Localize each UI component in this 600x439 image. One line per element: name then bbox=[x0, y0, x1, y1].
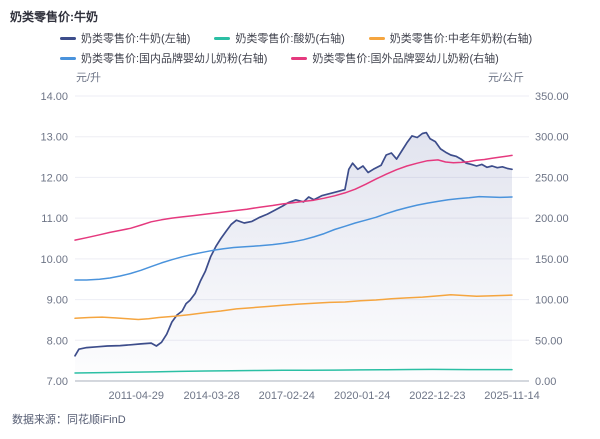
right-axis-tick-label: 0.00 bbox=[535, 376, 556, 388]
legend-item-label: 奶类零售价:国外品牌婴幼儿奶粉(右轴) bbox=[312, 53, 499, 65]
x-axis-tick-label: 2014-03-28 bbox=[183, 390, 239, 402]
right-axis-unit-label: 元/公斤 bbox=[487, 72, 524, 84]
x-axis-tick-label: 2020-01-24 bbox=[334, 390, 390, 402]
legend-item-label: 奶类零售价:牛奶(左轴) bbox=[81, 33, 191, 45]
left-axis-tick-label: 9.00 bbox=[47, 295, 68, 307]
left-axis-tick-label: 14.00 bbox=[40, 91, 68, 103]
chart-title: 奶类零售价:牛奶 bbox=[10, 10, 98, 24]
left-axis-tick-label: 12.00 bbox=[40, 172, 68, 184]
legend-row: 奶类零售价:牛奶(左轴) 奶类零售价:酸奶(右轴) 奶类零售价:中老年奶粉(右轴) bbox=[60, 28, 590, 48]
legend-swatch bbox=[60, 56, 76, 60]
legend-item-4[interactable]: 奶类零售价:国外品牌婴幼儿奶粉(右轴) bbox=[291, 50, 499, 66]
legend-row: 奶类零售价:国内品牌婴幼儿奶粉(右轴) 奶类零售价:国外品牌婴幼儿奶粉(右轴) bbox=[60, 48, 590, 68]
left-axis-tick-label: 10.00 bbox=[40, 254, 68, 266]
x-axis-tick-label: 2011-04-29 bbox=[108, 390, 163, 402]
legend-item-1[interactable]: 奶类零售价:酸奶(右轴) bbox=[214, 30, 345, 46]
milk-area-fill bbox=[75, 132, 512, 381]
right-axis-tick-label: 200.00 bbox=[535, 213, 569, 225]
right-axis-tick-label: 150.00 bbox=[535, 254, 569, 266]
left-axis-tick-label: 7.00 bbox=[47, 376, 68, 388]
right-axis-tick-label: 250.00 bbox=[535, 172, 569, 184]
right-axis-tick-label: 100.00 bbox=[535, 295, 569, 307]
legend-swatch bbox=[60, 36, 76, 40]
chart-legend: 奶类零售价:牛奶(左轴) 奶类零售价:酸奶(右轴) 奶类零售价:中老年奶粉(右轴) … bbox=[60, 28, 590, 68]
left-axis-unit-label: 元/升 bbox=[76, 72, 102, 84]
legend-swatch bbox=[368, 36, 385, 40]
series-line-2 bbox=[74, 293, 513, 321]
left-axis-tick-label: 13.00 bbox=[40, 132, 68, 144]
data-source: 数据来源：同花顺iFinD bbox=[12, 414, 126, 426]
legend-item-label: 奶类零售价:酸奶(右轴) bbox=[235, 33, 345, 45]
legend-swatch bbox=[291, 56, 308, 60]
series-line-4 bbox=[74, 154, 513, 241]
left-axis-tick-label: 8.00 bbox=[47, 335, 68, 347]
x-axis-tick-label: 2025-11-14 bbox=[484, 390, 539, 402]
x-axis-tick-label: 2017-02-24 bbox=[259, 390, 315, 402]
right-axis-tick-label: 50.00 bbox=[535, 335, 563, 347]
left-axis-tick-label: 11.00 bbox=[41, 213, 68, 225]
series-line-0 bbox=[74, 131, 513, 357]
legend-swatch bbox=[214, 36, 231, 40]
series-line-1 bbox=[74, 368, 513, 374]
legend-item-label: 奶类零售价:中老年奶粉(右轴) bbox=[389, 33, 533, 45]
legend-item-2[interactable]: 奶类零售价:中老年奶粉(右轴) bbox=[368, 30, 533, 46]
legend-item-label: 奶类零售价:国内品牌婴幼儿奶粉(右轴) bbox=[81, 53, 268, 65]
legend-item-0[interactable]: 奶类零售价:牛奶(左轴) bbox=[60, 30, 190, 46]
right-axis-tick-label: 300.00 bbox=[535, 132, 569, 144]
right-axis-tick-label: 350.00 bbox=[535, 91, 569, 103]
legend-item-3[interactable]: 奶类零售价:国内品牌婴幼儿奶粉(右轴) bbox=[60, 50, 267, 66]
x-axis-tick-label: 2022-12-23 bbox=[409, 390, 465, 402]
series-line-3 bbox=[74, 195, 513, 281]
